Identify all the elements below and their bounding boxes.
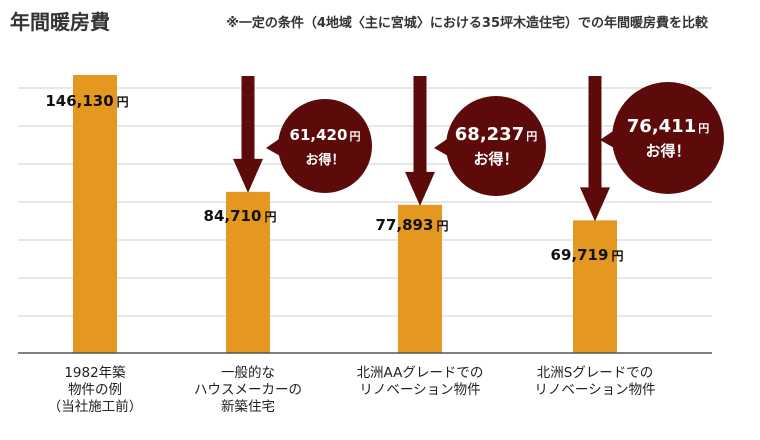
data-label: 69,719 円 (551, 246, 624, 264)
callout-pointer (434, 137, 450, 157)
bar (398, 204, 442, 353)
savings-amount: 76,411 円 (627, 116, 709, 137)
chart-title: 年間暖房費 (10, 10, 110, 34)
savings-text: お得！ (473, 150, 518, 168)
category-label: リノベーション物件 (359, 382, 480, 398)
category-label: 北洲AAグレードでの (357, 365, 484, 381)
category-label: 1982年築 (64, 365, 126, 381)
data-label: 77,893 円 (376, 216, 449, 234)
category-label: ハウスメーカーの (194, 382, 302, 398)
category-label: 新築住宅 (221, 399, 275, 415)
savings-circle (446, 96, 546, 196)
bar (573, 220, 617, 353)
category-label: リノベーション物件 (534, 382, 655, 398)
savings-text: お得！ (645, 142, 690, 160)
bar (73, 75, 117, 353)
callout-pointer (600, 129, 616, 149)
category-label: （当社施工前） (48, 398, 143, 415)
savings-amount: 68,237 円 (455, 124, 537, 145)
category-label: 一般的な (221, 365, 275, 381)
category-label: 北洲Sグレードでの (537, 365, 654, 381)
savings-text: お得！ (305, 152, 344, 168)
savings-arrow (580, 76, 610, 222)
savings-amount: 61,420 円 (290, 126, 361, 144)
chart-subtitle: ※一定の条件（4地域〈主に宮城〉における35坪木造住宅）での年間暖房費を比較 (226, 16, 708, 31)
data-label: 84,710 円 (204, 207, 277, 225)
callout-pointer (266, 137, 282, 157)
savings-circle (612, 82, 724, 194)
savings-arrow (233, 76, 263, 193)
bar (226, 191, 270, 353)
category-label: 物件の例 (68, 382, 122, 398)
savings-arrow (405, 76, 435, 206)
savings-circle (278, 99, 372, 193)
data-label: 146,130 円 (45, 92, 128, 110)
